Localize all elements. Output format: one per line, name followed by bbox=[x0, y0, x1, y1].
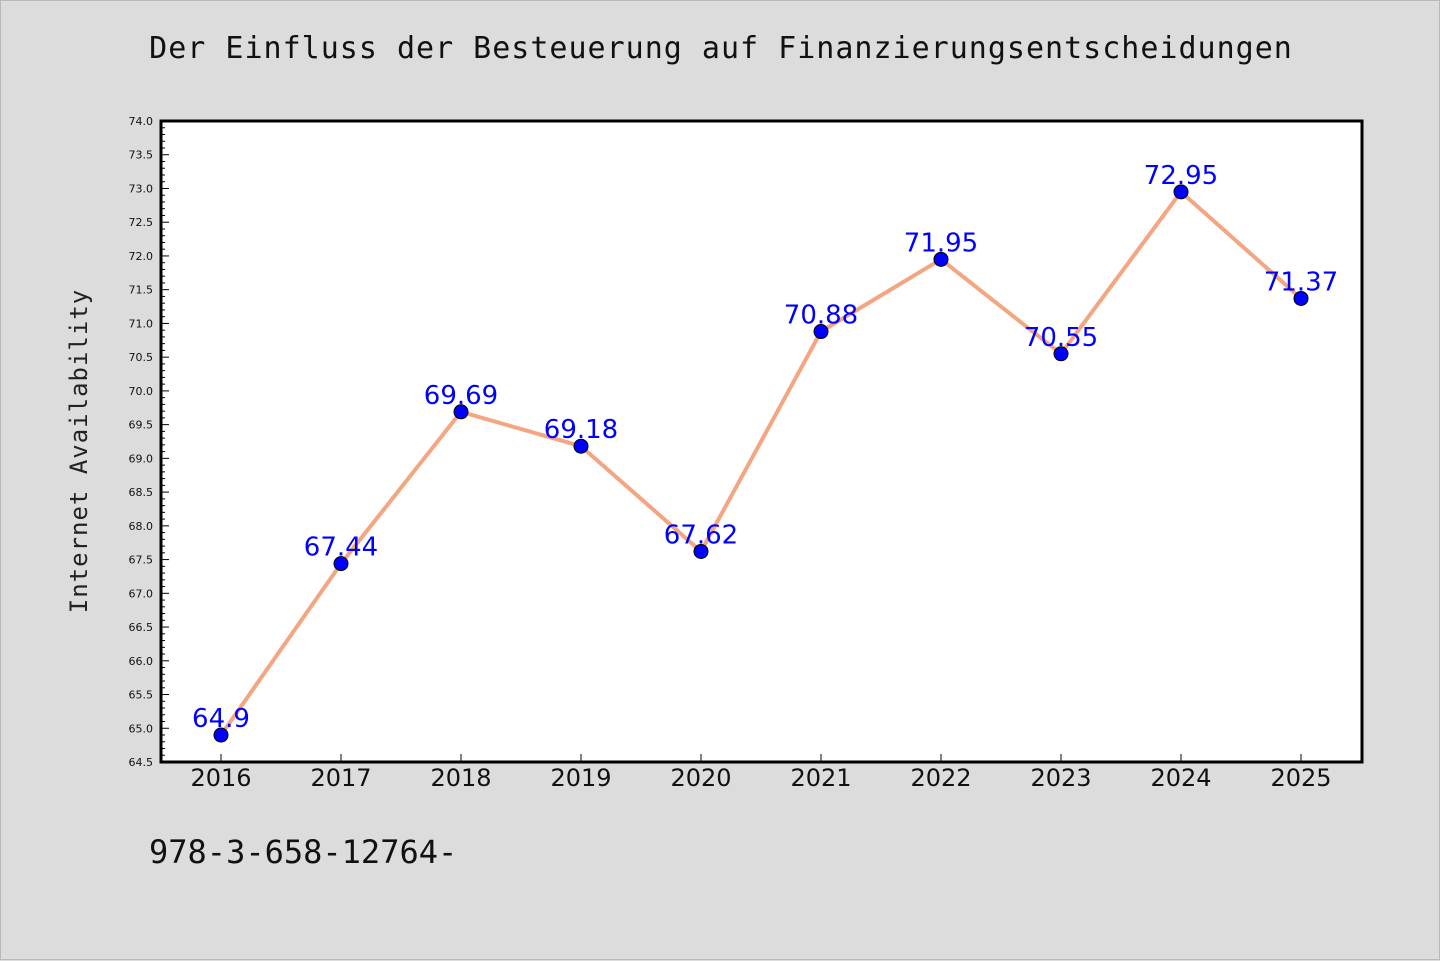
data-label: 70.88 bbox=[784, 301, 858, 331]
y-tick-label: 74.0 bbox=[129, 115, 154, 128]
data-label: 69.69 bbox=[424, 381, 498, 411]
y-tick-label: 65.0 bbox=[129, 722, 154, 735]
x-tick-label: 2018 bbox=[430, 764, 491, 792]
y-tick-label: 64.5 bbox=[129, 756, 154, 769]
x-tick-label: 2025 bbox=[1270, 764, 1331, 792]
data-label: 72.95 bbox=[1144, 161, 1218, 191]
data-label: 67.44 bbox=[304, 533, 378, 563]
x-tick-label: 2023 bbox=[1030, 764, 1091, 792]
x-tick-label: 2019 bbox=[550, 764, 611, 792]
data-point bbox=[1173, 184, 1189, 200]
x-tick-label: 2021 bbox=[790, 764, 851, 792]
x-tick-label: 2016 bbox=[190, 764, 251, 792]
x-tick-label: 2024 bbox=[1150, 764, 1211, 792]
y-tick-label: 68.0 bbox=[129, 520, 154, 533]
data-point bbox=[813, 324, 829, 340]
data-point bbox=[573, 438, 589, 454]
data-label: 71.95 bbox=[904, 228, 978, 258]
data-point bbox=[1053, 346, 1069, 362]
y-tick-label: 72.5 bbox=[129, 216, 154, 229]
y-tick-label: 67.5 bbox=[129, 554, 154, 567]
data-point bbox=[213, 727, 229, 743]
data-point bbox=[453, 404, 469, 420]
plot-frame bbox=[159, 119, 1364, 764]
y-tick-label: 71.0 bbox=[129, 317, 154, 330]
data-label: 64.9 bbox=[192, 704, 250, 734]
y-tick-label: 65.5 bbox=[129, 689, 154, 702]
y-tick-label: 66.0 bbox=[129, 655, 154, 668]
x-tick-label: 2017 bbox=[310, 764, 371, 792]
y-tick-label: 71.5 bbox=[129, 284, 154, 297]
data-label: 70.55 bbox=[1024, 323, 1098, 353]
data-label: 69.18 bbox=[544, 415, 618, 445]
x-tick-label: 2022 bbox=[910, 764, 971, 792]
series-line bbox=[219, 189, 1303, 737]
y-tick-label: 67.0 bbox=[129, 587, 154, 600]
y-tick-label: 70.0 bbox=[129, 385, 154, 398]
x-tick-label: 2020 bbox=[670, 764, 731, 792]
y-tick-label: 69.5 bbox=[129, 419, 154, 432]
data-point bbox=[1293, 290, 1309, 306]
data-point bbox=[933, 251, 949, 267]
y-tick-label: 73.0 bbox=[129, 182, 154, 195]
y-tick-label: 69.0 bbox=[129, 452, 154, 465]
y-tick-label: 66.5 bbox=[129, 621, 154, 634]
y-tick-label: 70.5 bbox=[129, 351, 154, 364]
y-tick-label: 72.0 bbox=[129, 250, 154, 263]
data-label: 71.37 bbox=[1264, 267, 1338, 297]
data-point bbox=[693, 543, 709, 559]
footer-isbn: 978-3-658-12764- bbox=[149, 833, 458, 871]
data-point bbox=[333, 556, 349, 572]
chart-title: Der Einfluss der Besteuerung auf Finanzi… bbox=[149, 31, 1293, 66]
y-tick-label: 73.5 bbox=[129, 149, 154, 162]
data-label: 67.62 bbox=[664, 520, 738, 550]
y-tick-label: 68.5 bbox=[129, 486, 154, 499]
